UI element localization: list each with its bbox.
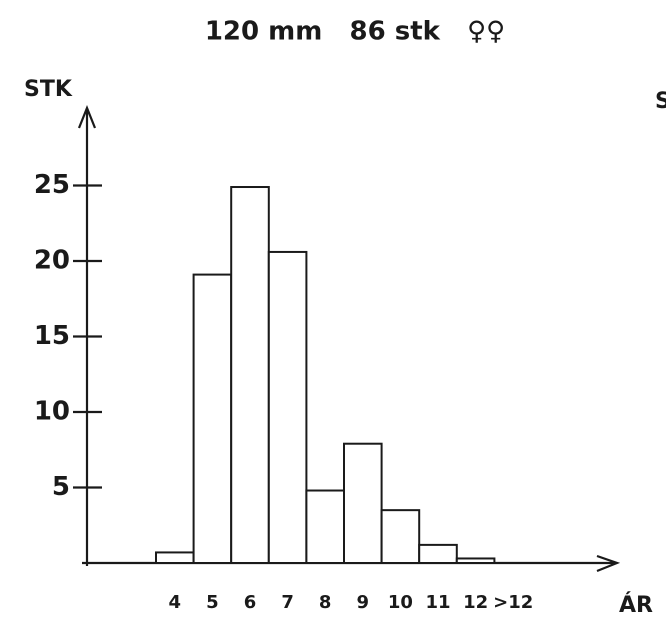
x-tick-label: 5 — [206, 592, 219, 613]
bar — [380, 509, 421, 564]
bar — [192, 273, 233, 564]
bar — [418, 543, 458, 565]
x-tick-label: 6 — [244, 592, 257, 613]
bar — [267, 250, 308, 564]
chart-title: 120 mm 86 stk ♀♀ — [205, 17, 505, 47]
x-tick-label: 10 — [388, 592, 413, 613]
x-tick-label: 8 — [319, 592, 332, 613]
y-tick-label: 10 — [34, 397, 70, 427]
bar — [455, 557, 496, 564]
bar — [305, 489, 345, 564]
y-tick-label: 15 — [34, 321, 70, 351]
y-tick-label: 25 — [34, 170, 70, 200]
x-axis-label: ÁR — [619, 592, 653, 618]
x-tick-label: >12 — [493, 592, 533, 613]
bar — [343, 442, 383, 564]
x-tick-label: 12 — [463, 592, 488, 613]
x-tick-label: 4 — [169, 592, 182, 613]
y-tick-label: 20 — [34, 246, 70, 276]
x-tick-label: 9 — [357, 592, 370, 613]
cropped-text: S — [655, 89, 666, 114]
y-axis-label: STK — [24, 77, 73, 102]
x-tick-label: 7 — [281, 592, 294, 613]
bar — [230, 186, 270, 564]
y-tick-label: 5 — [52, 472, 70, 502]
bar — [155, 551, 195, 564]
x-tick-label: 11 — [425, 592, 450, 613]
